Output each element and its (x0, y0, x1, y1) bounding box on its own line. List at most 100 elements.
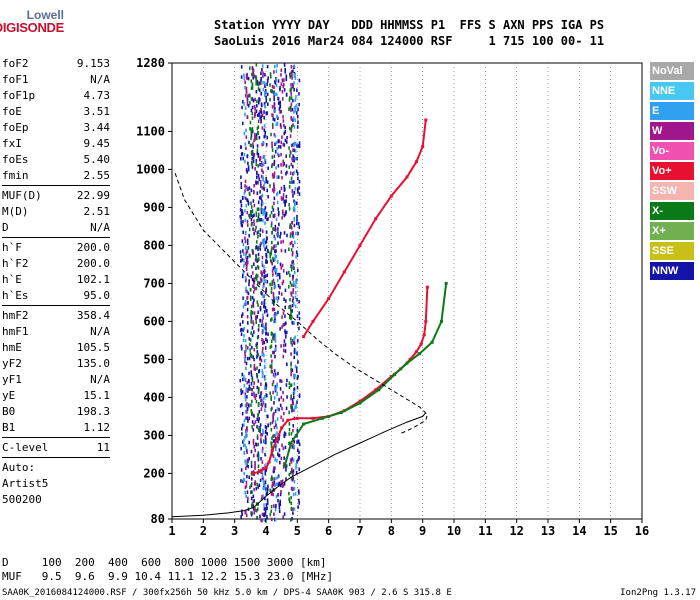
echo-point (246, 315, 249, 319)
echo-point (257, 379, 260, 383)
echo-point (261, 337, 263, 342)
echo-point (261, 163, 263, 168)
trace-point (421, 145, 425, 149)
legend-item: W (650, 122, 694, 140)
echo-point (258, 483, 261, 487)
echo-point (264, 468, 267, 472)
echo-point (271, 105, 274, 109)
echo-point (267, 217, 269, 221)
echo-point (255, 486, 258, 491)
echo-point (250, 464, 253, 469)
echo-point (282, 193, 285, 197)
trace-point (419, 342, 423, 346)
echo-point (277, 175, 280, 179)
param-row: yE 15.1 (2, 388, 110, 404)
echo-point (263, 298, 266, 303)
echo-point (283, 88, 286, 92)
echo-point (280, 240, 282, 244)
echo-point (293, 355, 296, 360)
echo-point (297, 457, 300, 462)
echo-point (244, 395, 246, 399)
echo-point (251, 248, 254, 253)
echo-point (240, 427, 243, 431)
echo-point (252, 98, 255, 103)
echo-point (252, 322, 255, 326)
echo-point (242, 156, 245, 161)
echo-point (262, 324, 265, 329)
echo-point (276, 425, 278, 430)
echo-point (253, 231, 255, 236)
echo-point (274, 142, 276, 146)
echo-point (257, 442, 259, 447)
echo-point (244, 354, 247, 359)
echo-point (265, 322, 267, 327)
echo-point (240, 145, 242, 150)
echo-point (263, 364, 266, 369)
echo-point (261, 201, 264, 206)
echo-point (245, 460, 247, 464)
echo-point (264, 130, 267, 135)
echo-point (257, 200, 260, 204)
echo-point (270, 354, 272, 358)
echo-point (279, 123, 282, 127)
echo-point (239, 378, 242, 383)
echo-point (284, 202, 287, 206)
echo-point (271, 113, 273, 117)
echo-point (256, 151, 259, 156)
echo-point (270, 221, 273, 225)
echo-point (266, 313, 269, 318)
echo-point (273, 189, 275, 194)
echo-point (267, 194, 269, 199)
echo-point (244, 80, 247, 85)
echo-point (243, 450, 246, 455)
echo-point (270, 492, 273, 496)
echo-point (289, 458, 292, 462)
echo-point (273, 102, 276, 106)
echo-point (265, 239, 268, 244)
echo-point (257, 464, 260, 469)
echo-point (255, 63, 258, 67)
echo-point (259, 429, 261, 433)
echo-point (277, 439, 279, 444)
echo-point (250, 482, 253, 486)
echo-point (283, 123, 285, 128)
echo-point (260, 174, 263, 179)
echo-point (245, 345, 247, 350)
echo-point (244, 261, 247, 266)
echo-point (259, 115, 261, 120)
echo-point (272, 208, 275, 212)
echo-point (249, 101, 251, 105)
echo-point (260, 241, 262, 246)
echo-point (257, 181, 259, 185)
echo-point (249, 387, 252, 391)
echo-point (275, 92, 278, 97)
echo-point (270, 290, 273, 295)
echo-point (260, 456, 262, 461)
echo-point (246, 458, 249, 462)
echo-point (243, 418, 246, 423)
echo-point (282, 269, 285, 273)
echo-point (251, 97, 254, 101)
echo-point (262, 269, 265, 274)
echo-point (257, 303, 259, 307)
echo-point (277, 272, 279, 277)
echo-point (263, 507, 266, 511)
echo-point (284, 199, 286, 204)
echo-point (240, 332, 243, 337)
echo-point (257, 215, 260, 220)
echo-point (263, 124, 266, 128)
echo-point (251, 127, 254, 131)
echo-point (276, 382, 278, 387)
echo-point (271, 148, 274, 152)
echo-point (247, 103, 250, 108)
y-tick-label: 300 (143, 428, 165, 442)
echo-point (256, 482, 259, 487)
echo-point (258, 428, 260, 432)
echo-point (283, 78, 285, 82)
param-label: fxI (2, 137, 22, 150)
echo-point (283, 213, 286, 218)
echo-point (297, 448, 299, 452)
echo-point (262, 170, 264, 175)
echo-point (260, 433, 262, 437)
echo-point (246, 410, 248, 414)
